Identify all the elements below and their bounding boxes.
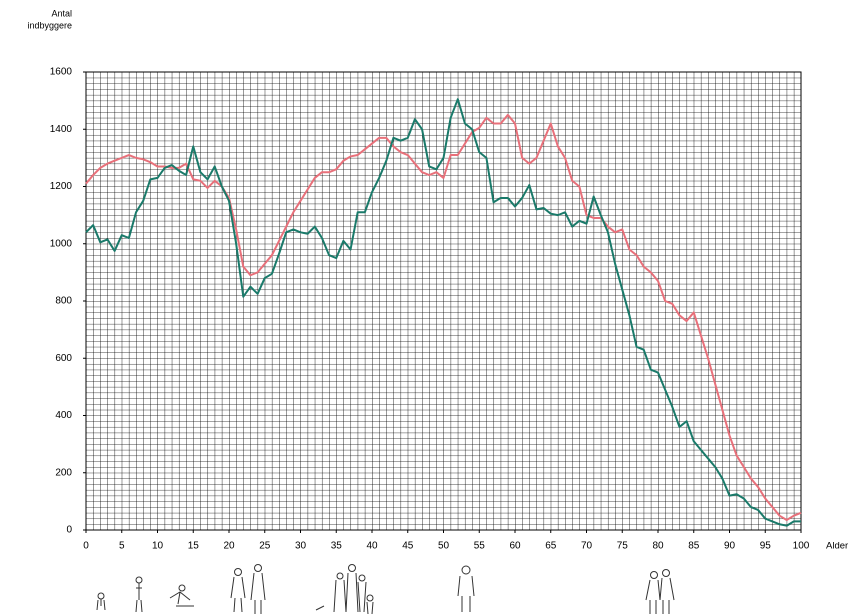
x-tick-label: 5 xyxy=(119,541,125,552)
line xyxy=(85,98,801,527)
x-tick-label: 100 xyxy=(793,541,810,552)
x-tick-label: 25 xyxy=(259,541,271,552)
y-tick-label: 1400 xyxy=(50,124,73,135)
x-axis-label: Alder xyxy=(826,541,848,552)
x-tick-label: 75 xyxy=(617,541,629,552)
y-tick-label: 0 xyxy=(66,525,72,536)
x-tick-label: 60 xyxy=(509,541,521,552)
x-tick-label: 10 xyxy=(152,541,164,552)
grid xyxy=(85,71,802,531)
y-tick-label: 600 xyxy=(55,353,72,364)
x-tick-label: 70 xyxy=(581,541,593,552)
y-tick-label: 400 xyxy=(55,410,72,421)
x-tick-label: 20 xyxy=(223,541,235,552)
silhouettes xyxy=(96,564,675,615)
x-tick-label: 30 xyxy=(295,541,307,552)
y-tick-label: 200 xyxy=(55,467,72,478)
x-tick-label: 15 xyxy=(188,541,200,552)
x-tick-label: 0 xyxy=(83,541,89,552)
x-tick-label: 45 xyxy=(402,541,414,552)
x-tick-label: 35 xyxy=(331,541,343,552)
line xyxy=(85,113,802,521)
x-tick-label: 90 xyxy=(724,541,736,552)
x-tick-label: 40 xyxy=(366,541,378,552)
y-tick-label: 1000 xyxy=(50,238,73,249)
x-tick-label: 80 xyxy=(652,541,664,552)
y-tick-label: 800 xyxy=(55,296,72,307)
x-tick-label: 65 xyxy=(545,541,557,552)
y-axis-label: indbyggere xyxy=(27,20,72,30)
y-tick-label: 1600 xyxy=(50,67,73,78)
y-tick-label: 1200 xyxy=(50,181,73,192)
x-tick-label: 55 xyxy=(474,541,486,552)
x-tick-label: 85 xyxy=(688,541,700,552)
x-tick-label: 95 xyxy=(760,541,772,552)
x-tick-label: 50 xyxy=(438,541,450,552)
y-axis-label: Antal xyxy=(51,8,72,18)
